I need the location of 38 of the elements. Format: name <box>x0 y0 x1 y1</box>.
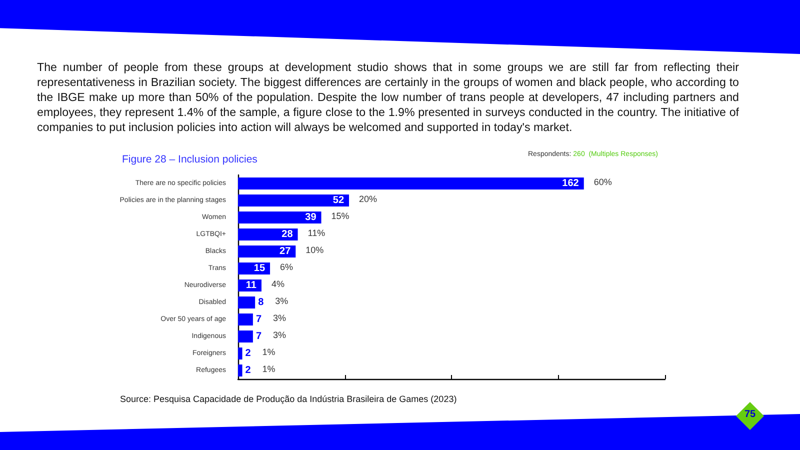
annotation: 1% <box>262 347 276 357</box>
bar <box>238 212 322 224</box>
data-label: 15 <box>254 263 266 274</box>
annotation: 6% <box>280 262 294 272</box>
bar <box>238 194 350 206</box>
annotation: 3% <box>275 296 288 306</box>
annotation: 10% <box>306 245 324 255</box>
bar <box>238 348 242 360</box>
text: 75 <box>743 409 757 420</box>
bar <box>238 178 584 190</box>
annotation: 20% <box>359 194 378 204</box>
bar <box>238 246 296 258</box>
bar <box>238 228 298 240</box>
bar <box>238 314 253 326</box>
chart-title: Figure 28 – Inclusion policies <box>122 154 258 166</box>
data-label: 27 <box>280 246 292 257</box>
annotation: 60% <box>594 177 612 187</box>
bar <box>238 330 253 342</box>
annotation: 11% <box>308 228 326 238</box>
annotation: 1% <box>262 364 276 374</box>
text: The number of people from these groups at development studio shows that in some groups we are still far from reflecting their representativeness in Brazilian society. The biggest differences are certainly in the groups of women and black people, who according to the IBGE make up more than 50% of the population. Despite the low number of trans people at developers, 47 including partners and employees, they represent 1.4% of the sample, a figure close to the 1.9% presented in surveys conducted in the country. The initiative of companies to put inclusion policies into action will always be welcomed and supported in today's market. <box>37 60 739 135</box>
data-label: 2 <box>245 365 252 376</box>
bar <box>238 296 256 308</box>
data-label: 7 <box>256 331 262 342</box>
data-label: 2 <box>245 348 252 359</box>
data-label: 11 <box>246 280 257 291</box>
annotation: 15% <box>331 211 350 221</box>
annotation: 3% <box>272 330 286 340</box>
data-label: 28 <box>282 229 294 240</box>
data-label: 162 <box>562 178 580 189</box>
source-note: Source: Pesquisa Capacidade de Produção da Indústria Brasileira de Games (2023) <box>120 394 457 404</box>
annotation: 4% <box>271 279 284 289</box>
data-label: 8 <box>258 297 264 308</box>
data-label: 7 <box>256 314 262 325</box>
annotation: 3% <box>272 313 286 323</box>
bar <box>238 364 242 376</box>
data-label: 52 <box>332 195 344 206</box>
data-label: 39 <box>305 212 317 223</box>
